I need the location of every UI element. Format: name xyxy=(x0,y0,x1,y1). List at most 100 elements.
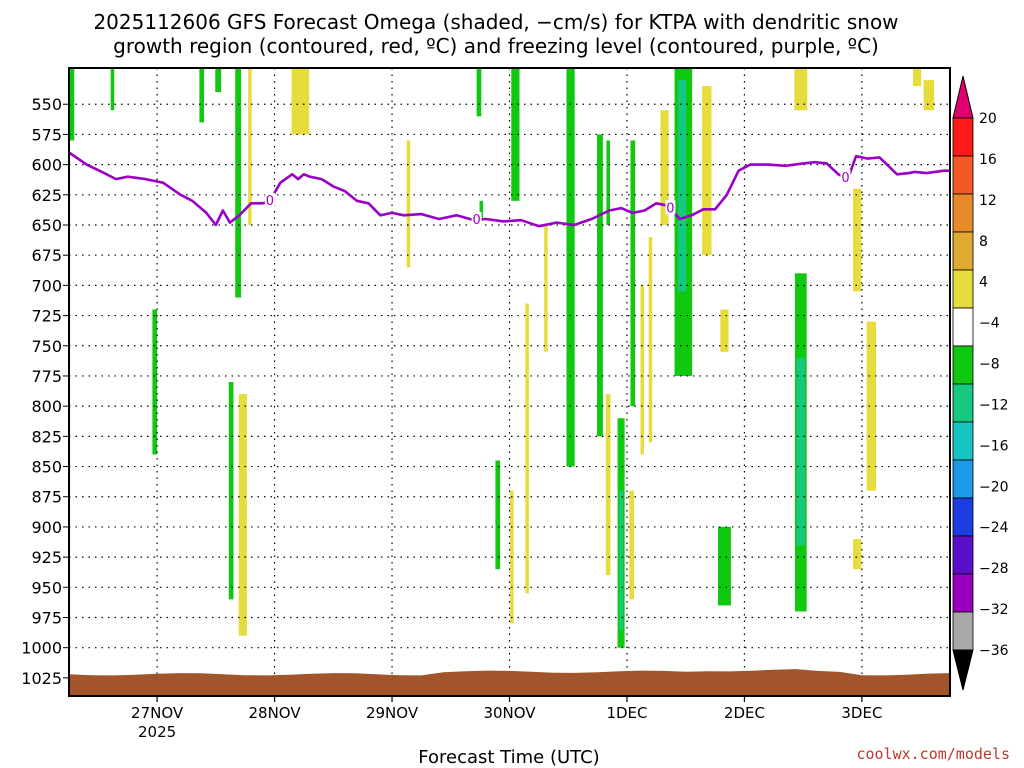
colorbar-label-4: 4 xyxy=(979,275,988,291)
y-axis: 550 575 600 625 650 675 700 725 750 775 800 825 850 8… xyxy=(21,95,69,688)
y-tick-label-600: 600 xyxy=(31,156,62,175)
colorbar-swatch-8 xyxy=(952,421,974,461)
colorbar-label-10: −24 xyxy=(979,520,1009,536)
omega-region-21 xyxy=(605,394,611,576)
freezing-level-label-2: 0 xyxy=(666,201,674,216)
colorbar-label-8: −16 xyxy=(979,438,1009,454)
y-tick-label-925: 925 xyxy=(31,548,62,567)
freezing-level-layer: 0 0 0 0 xyxy=(68,151,950,228)
colorbar-swatch-10 xyxy=(952,497,974,537)
omega-region-27 xyxy=(648,237,653,443)
omega-region-16 xyxy=(525,303,529,594)
colorbar-label-3: 8 xyxy=(979,234,988,250)
freezing-level-label-1: 0 xyxy=(472,213,480,228)
freezing-label-bg-0 xyxy=(264,192,275,207)
omega-region-4 xyxy=(215,68,222,93)
colorbar-label-0: 20 xyxy=(979,111,997,127)
colorbar-label-12: −32 xyxy=(979,602,1009,618)
colorbar-swatch-0 xyxy=(952,117,974,157)
omega-region-7 xyxy=(238,394,247,636)
omega-region-8 xyxy=(248,68,252,225)
y-tick-label-825: 825 xyxy=(31,427,62,446)
x-tick-label-29NOV: 29NOV xyxy=(366,704,419,722)
omega-region-17 xyxy=(544,225,548,352)
grid-layer xyxy=(69,68,950,696)
omega-region-24 xyxy=(630,140,636,407)
freezing-level-label-3: 0 xyxy=(841,171,849,186)
freezing-level-line xyxy=(68,151,950,228)
y-tick-label-900: 900 xyxy=(31,518,62,537)
chart-title-line2: growth region (contoured, red, ºC) and f… xyxy=(113,34,879,58)
omega-region-25 xyxy=(629,490,635,600)
omega-region-31 xyxy=(702,86,712,256)
colorbar-label-7: −12 xyxy=(979,398,1009,414)
omega-region-9 xyxy=(291,68,310,135)
y-tick-label-875: 875 xyxy=(31,488,62,507)
y-tick-label-725: 725 xyxy=(31,307,62,326)
colorbar-swatch-12 xyxy=(952,573,974,613)
y-tick-label-850: 850 xyxy=(31,458,62,477)
omega-shading-layer xyxy=(69,68,935,648)
omega-region-2 xyxy=(152,309,158,455)
y-tick-label-650: 650 xyxy=(31,216,62,235)
omega-region-19 xyxy=(597,134,603,437)
omega-region-3 xyxy=(199,68,205,123)
omega-region-14 xyxy=(511,68,520,201)
colorbar-label-2: 12 xyxy=(979,193,997,209)
y-tick-label-575: 575 xyxy=(31,125,62,144)
omega-region-26 xyxy=(640,285,644,455)
colorbar-swatch-6 xyxy=(952,345,974,385)
y-tick-label-800: 800 xyxy=(31,397,62,416)
omega-region-30 xyxy=(678,80,687,292)
colorbar-label-13: −36 xyxy=(979,643,1009,659)
x-tick-label-3DEC: 3DEC xyxy=(841,704,882,722)
credit-text: coolwx.com/models xyxy=(856,745,1010,763)
x-tick-label-30NOV: 30NOV xyxy=(483,704,536,722)
x-tick-label-1DEC: 1DEC xyxy=(606,704,647,722)
omega-region-13 xyxy=(495,460,501,570)
colorbar-swatch-5 xyxy=(952,307,974,347)
omega-region-18 xyxy=(566,68,575,467)
omega-region-33 xyxy=(718,526,731,606)
x-tick-label-2DEC: 2DEC xyxy=(724,704,765,722)
omega-region-40 xyxy=(912,68,922,87)
omega-region-6 xyxy=(235,68,242,298)
x-tick-label-28NOV: 28NOV xyxy=(249,704,302,722)
omega-region-20 xyxy=(606,140,610,225)
y-tick-label-700: 700 xyxy=(31,276,62,295)
y-tick-label-625: 625 xyxy=(31,186,62,205)
omega-region-38 xyxy=(853,539,862,570)
y-tick-label-950: 950 xyxy=(31,578,62,597)
y-tick-label-750: 750 xyxy=(31,337,62,356)
x-tick-label-27NOV: 27NOV xyxy=(131,704,184,722)
freezing-level-label-0: 0 xyxy=(266,194,274,209)
colorbar-top-arrow xyxy=(952,75,974,119)
colorbar-label-9: −20 xyxy=(979,479,1009,495)
x-tick-sublabel-27NOV: 2025 xyxy=(138,723,176,741)
omega-region-5 xyxy=(228,382,234,600)
omega-region-32 xyxy=(720,309,729,352)
surface-ground xyxy=(69,669,950,696)
y-tick-label-1025: 1025 xyxy=(21,669,62,688)
colorbar-bottom-arrow xyxy=(952,649,974,691)
colorbar-swatch-9 xyxy=(952,459,974,499)
y-tick-label-550: 550 xyxy=(31,95,62,114)
omega-region-28 xyxy=(660,110,669,225)
colorbar-swatch-13 xyxy=(952,611,974,651)
y-tick-label-675: 675 xyxy=(31,246,62,265)
omega-region-0 xyxy=(69,68,75,141)
omega-region-23 xyxy=(619,490,623,630)
omega-region-36 xyxy=(796,357,805,546)
omega-region-41 xyxy=(923,80,935,111)
colorbar-label-5: −4 xyxy=(979,316,1000,332)
colorbar: 20 16 12 8 4 −4 −8 −12 −16 −20 −24 −28 −32 −36 xyxy=(952,75,1009,691)
omega-region-37 xyxy=(853,188,862,292)
y-tick-label-975: 975 xyxy=(31,609,62,628)
omega-region-10 xyxy=(406,140,411,268)
y-tick-label-1000: 1000 xyxy=(21,639,62,658)
colorbar-label-11: −28 xyxy=(979,561,1009,577)
colorbar-swatch-1 xyxy=(952,155,974,195)
colorbar-swatch-2 xyxy=(952,193,974,233)
